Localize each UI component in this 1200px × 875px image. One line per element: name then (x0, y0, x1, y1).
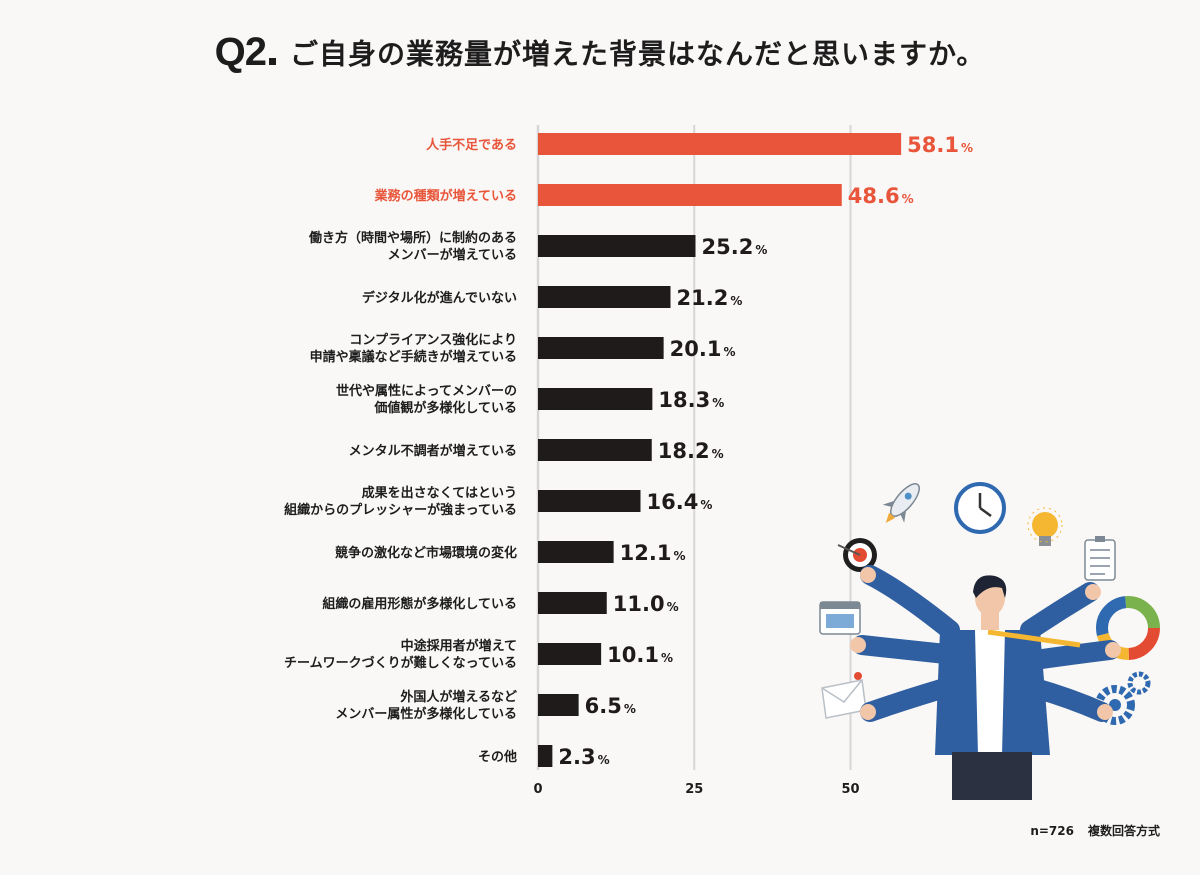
bar (538, 235, 696, 257)
data-label: 2.3% (558, 745, 609, 769)
category-label: 働き方（時間や場所）に制約のある (308, 230, 517, 246)
bar (538, 388, 653, 410)
category-label: メンバー属性が多様化している (335, 706, 517, 722)
bar (538, 541, 614, 563)
data-label: 48.6% (848, 184, 914, 208)
calendar-icon (819, 601, 861, 635)
data-label: 16.4% (647, 490, 713, 514)
bars (538, 133, 902, 767)
clock-icon (954, 482, 1006, 534)
x-tick-labels: 0 25 50 (533, 782, 859, 797)
donut-chart-icon (1096, 596, 1160, 660)
category-label: 世代や属性によってメンバーの (336, 383, 517, 399)
businessman-figure (850, 565, 1121, 800)
data-label: 25.2% (702, 235, 768, 259)
bar (538, 694, 579, 716)
bar (538, 337, 664, 359)
bar (538, 592, 607, 614)
category-label: 組織の雇用形態が多様化している (322, 596, 517, 612)
data-label: 21.2% (677, 286, 743, 310)
category-label: その他 (478, 749, 517, 765)
bar (538, 133, 902, 155)
category-label: 価値観が多様化している (373, 400, 517, 416)
x-tick-label: 25 (685, 782, 703, 797)
target-icon (837, 538, 877, 572)
multitasking-businessman-illustration (819, 482, 1160, 800)
bar (538, 643, 602, 665)
data-label: 12.1% (620, 541, 686, 565)
bar (538, 184, 842, 206)
category-label: 中途採用者が増えて (401, 638, 517, 654)
x-tick-label: 50 (841, 782, 859, 797)
bar (538, 286, 671, 308)
rocket-icon (882, 483, 920, 523)
category-label: 業務の種類が増えている (374, 188, 517, 204)
category-label: 人手不足である (426, 137, 517, 153)
data-label: 20.1% (670, 337, 736, 361)
data-label: 18.2% (658, 439, 724, 463)
category-label: 組織からのプレッシャーが強まっている (284, 502, 517, 518)
data-label: 58.1% (907, 133, 973, 157)
lightbulb-icon (1027, 507, 1063, 546)
category-label: 外国人が増えるなど (399, 689, 517, 705)
bar (538, 439, 652, 461)
sample-size: n=726 (1030, 824, 1074, 838)
question-number: Q2 (214, 30, 267, 74)
question-title: ご自身の業務量が増えた背景はなんだと思いますか。 (289, 37, 986, 71)
category-labels: 人手不足である業務の種類が増えている働き方（時間や場所）に制約のあるメンバーが増… (284, 137, 517, 765)
envelope-icon (821, 672, 867, 719)
footnote: n=726 複数回答方式 (1030, 822, 1160, 839)
x-tick-label: 0 (533, 782, 542, 797)
checklist-icon (1084, 536, 1116, 581)
category-label: 成果を出さなくてはという (362, 485, 517, 501)
data-label: 18.3% (658, 388, 724, 412)
chart-title: Q2 ご自身の業務量が増えた背景はなんだと思いますか。 (0, 30, 1200, 75)
category-label: 競争の激化など市場環境の変化 (335, 545, 517, 561)
category-label: メンバーが増えている (388, 247, 517, 263)
data-label: 11.0% (613, 592, 679, 616)
bar (538, 490, 641, 512)
question-dot (268, 58, 276, 65)
data-label: 10.1% (607, 643, 673, 667)
category-label: コンプライアンス強化により (349, 332, 517, 348)
category-label: デジタル化が進んでいない (362, 290, 517, 306)
category-label: チームワークづくりが難しくなっている (284, 655, 517, 671)
category-label: 申請や稟議など手続きが増えている (310, 349, 517, 365)
answer-method: 複数回答方式 (1087, 824, 1160, 838)
data-label: 6.5% (585, 694, 636, 718)
category-label: メンタル不調者が増えている (349, 443, 517, 459)
bar (538, 745, 553, 767)
